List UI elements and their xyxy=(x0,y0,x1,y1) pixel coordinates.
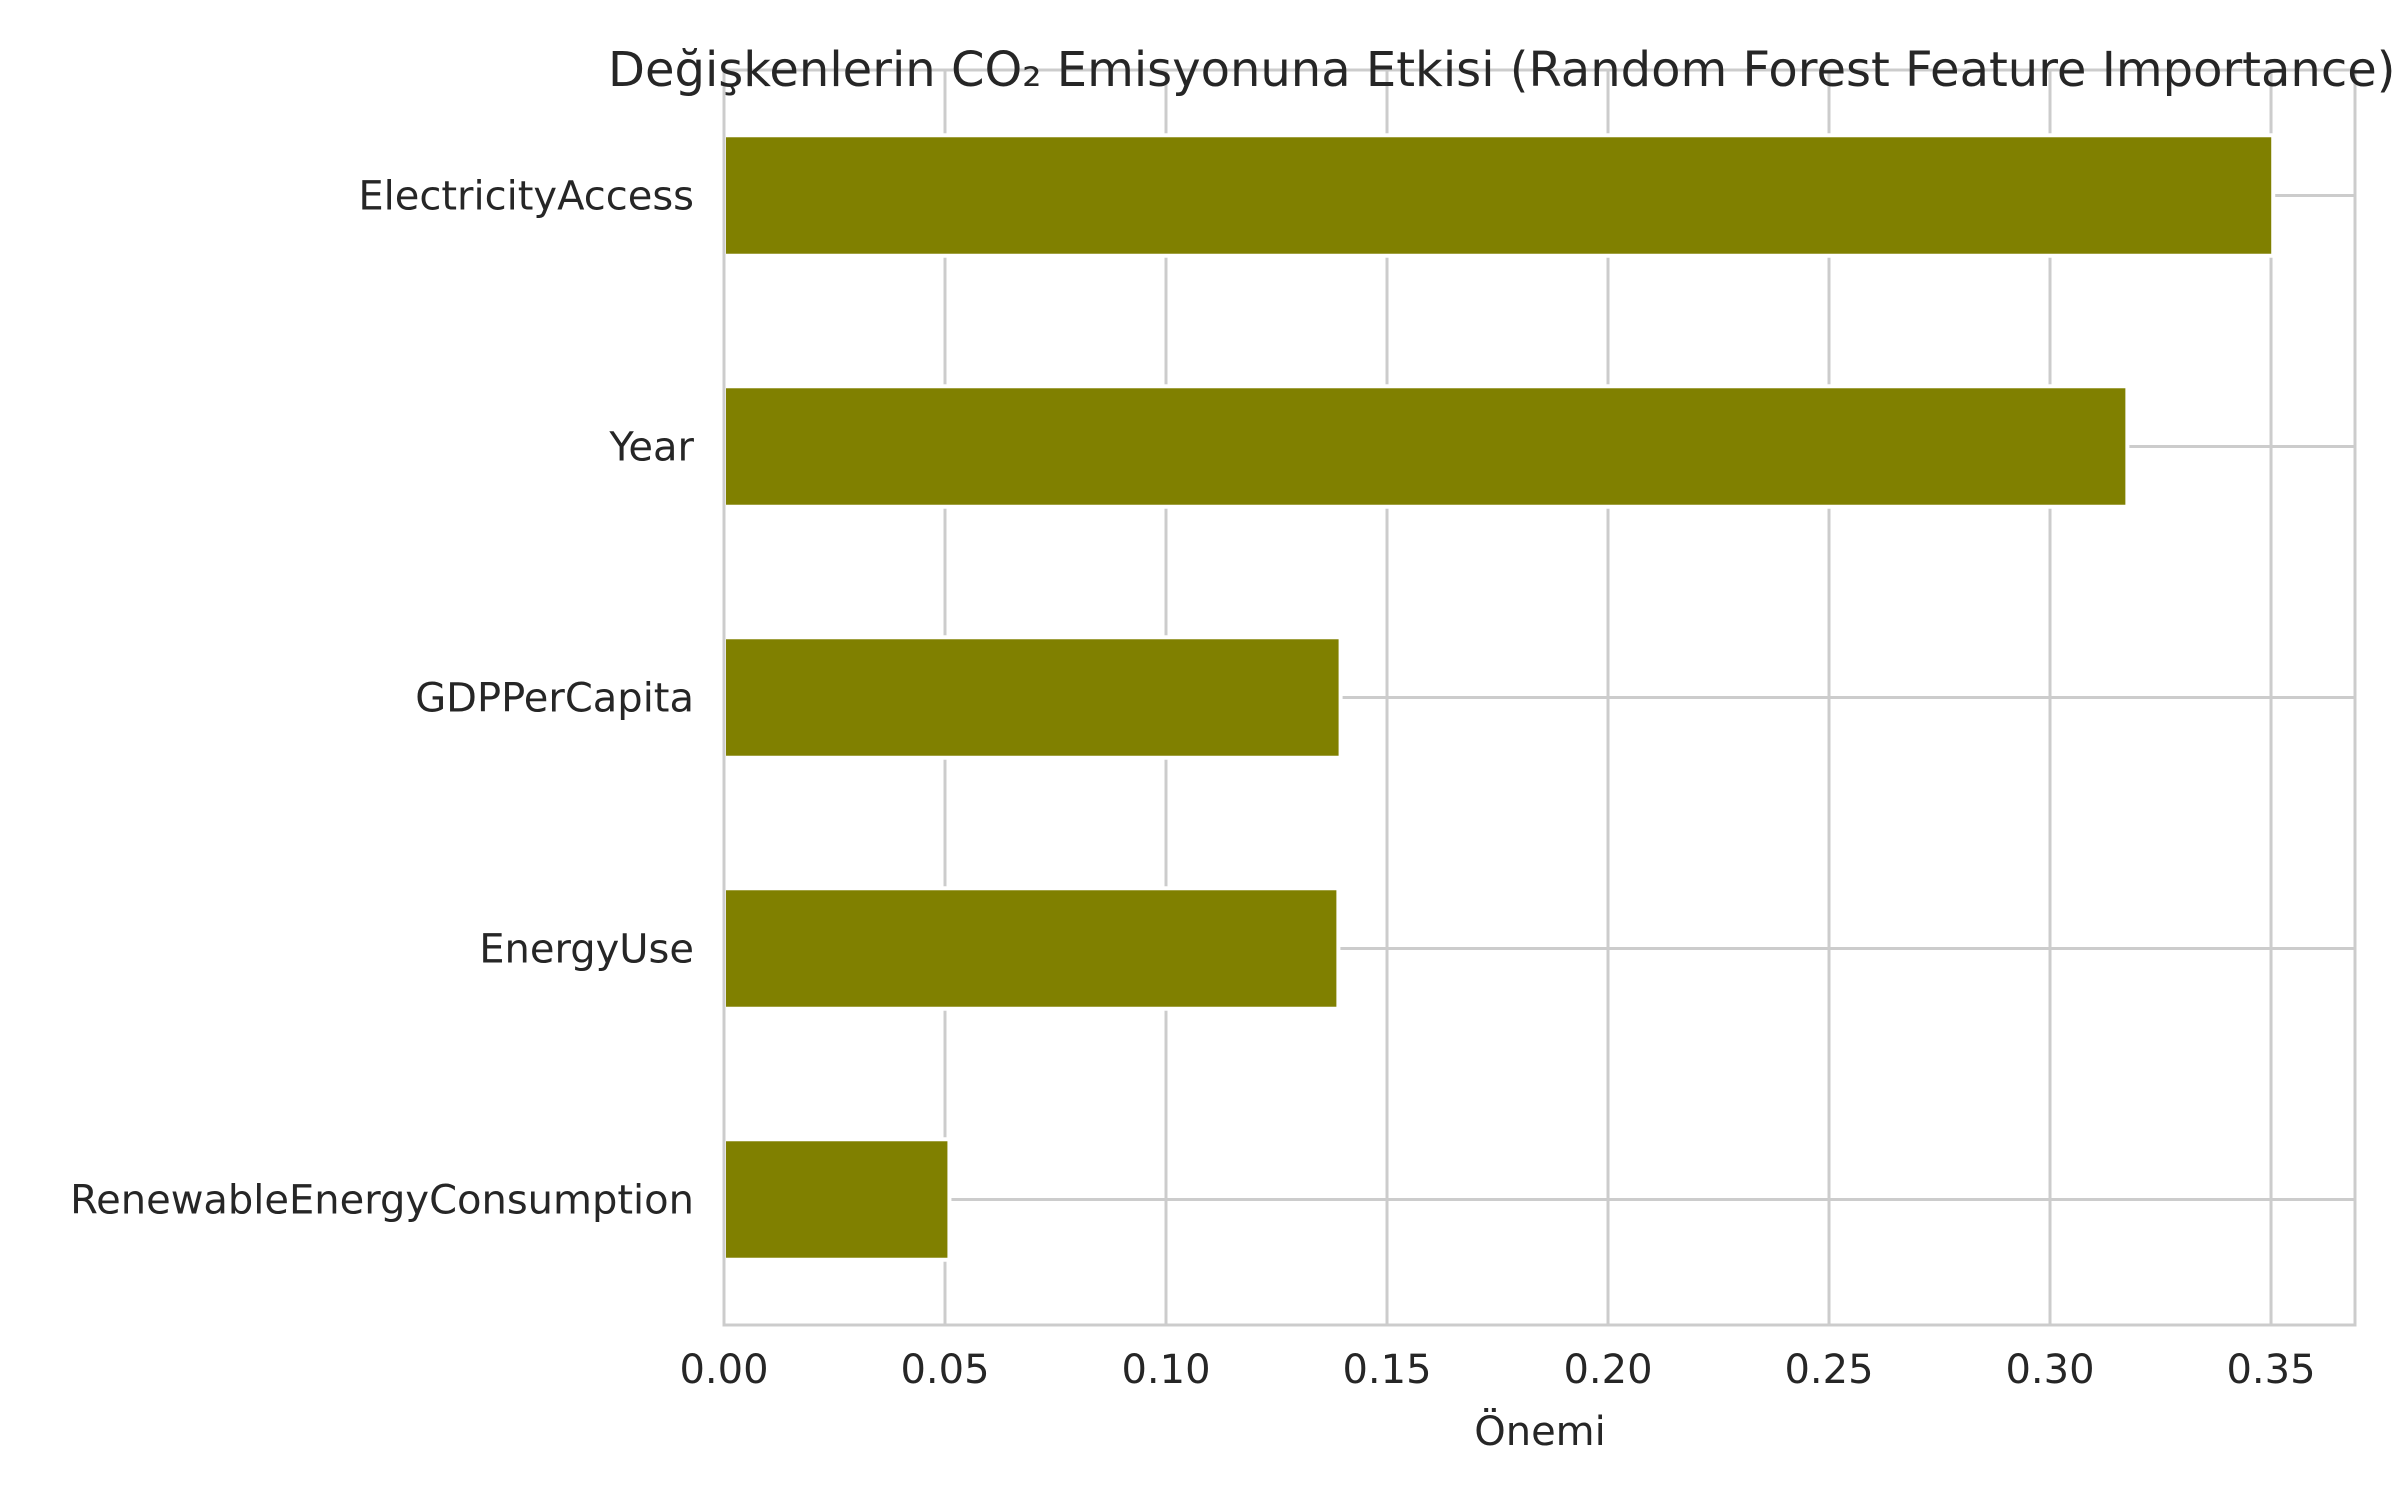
y-tick-label: Year xyxy=(608,425,694,471)
x-tick-labels: 0.00 0.05 0.10 0.15 0.20 0.25 0.30 0.35 xyxy=(679,1347,2315,1393)
x-axis-title: Önemi xyxy=(1474,1407,1606,1455)
bar-energyuse xyxy=(722,886,1341,1011)
x-tick-label: 0.05 xyxy=(900,1347,989,1393)
bars-layer xyxy=(722,133,2276,1262)
x-tick-label: 0.30 xyxy=(2005,1347,2094,1393)
bar-renewableenergyconsumption xyxy=(722,1137,952,1262)
bar-year xyxy=(722,384,2130,509)
y-tick-label: RenewableEnergyConsumption xyxy=(70,1178,694,1224)
y-tick-label: EnergyUse xyxy=(479,927,694,973)
x-tick-label: 0.35 xyxy=(2226,1347,2315,1393)
chart-title: Değişkenlerin CO₂ Emisyonuna Etkisi (Ran… xyxy=(608,42,2395,98)
x-tick-label: 0.10 xyxy=(1121,1347,1210,1393)
y-tick-label: GDPPerCapita xyxy=(415,676,694,722)
y-tick-label: ElectricityAccess xyxy=(358,174,694,220)
bar-gdppercapita xyxy=(722,635,1343,760)
x-tick-label: 0.25 xyxy=(1784,1347,1873,1393)
y-tick-labels: ElectricityAccess Year GDPPerCapita EnergyU… xyxy=(70,174,694,1224)
x-tick-label: 0.20 xyxy=(1563,1347,1652,1393)
x-tick-label: 0.15 xyxy=(1342,1347,1431,1393)
x-tick-label: 0.00 xyxy=(679,1347,768,1393)
bar-electricityaccess xyxy=(722,133,2276,258)
plot-frame xyxy=(722,68,2357,1327)
